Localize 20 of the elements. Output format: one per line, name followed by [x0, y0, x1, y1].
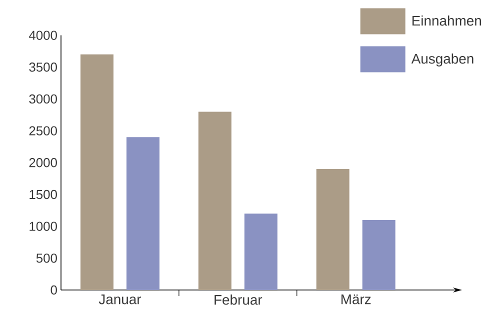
y-tick-label: 1000 [30, 222, 57, 231]
bar [126, 137, 160, 290]
y-tick-label: 500 [36, 254, 57, 263]
y-tick-label: 3500 [29, 62, 57, 72]
bar [316, 169, 350, 290]
y-tick-label: 2500 [29, 126, 57, 136]
bar [244, 214, 278, 290]
legend-label: Ausgaben [411, 53, 474, 66]
bar [362, 220, 396, 290]
x-tick-label: März [341, 294, 371, 304]
x-tick-label: Januar [98, 294, 142, 304]
y-tick-label: 2000 [29, 158, 57, 168]
bar [80, 54, 114, 290]
x-tick-label: Februar [214, 294, 262, 305]
y-tick-label: 1500 [30, 190, 57, 200]
bar [198, 112, 232, 290]
y-tick-label: 4000 [28, 30, 57, 40]
legend-label: Einnahmen [412, 15, 481, 26]
y-tick-label: 3000 [29, 94, 57, 104]
y-tick-label: 0 [50, 285, 57, 295]
